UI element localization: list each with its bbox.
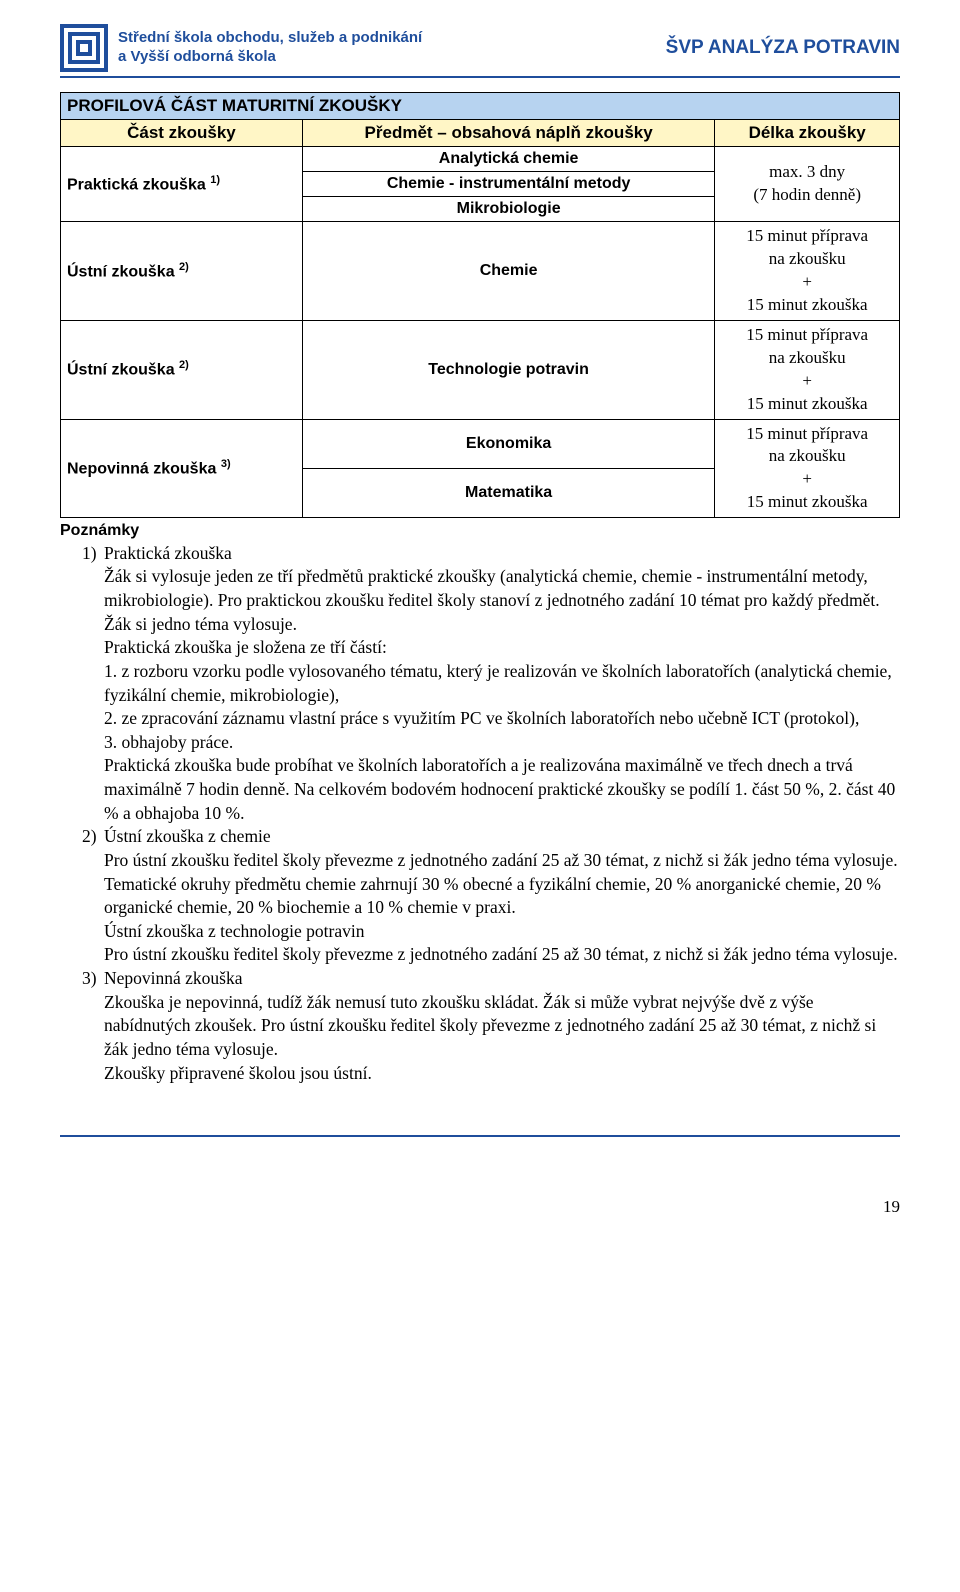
note-3-num: 3)	[82, 967, 104, 991]
cell-left-3: Ústní zkouška 2)	[61, 320, 303, 419]
exam-table: PROFILOVÁ ČÁST MATURITNÍ ZKOUŠKY Část zk…	[60, 92, 900, 518]
school-logo-icon	[60, 24, 108, 72]
note-1-num: 1)	[82, 542, 104, 566]
table-row: Ústní zkouška 2) Chemie 15 minut příprav…	[61, 222, 900, 321]
note-item-2: 2)Ústní zkouška z chemie Pro ústní zkouš…	[60, 825, 900, 967]
col-head-3: Délka zkoušky	[715, 120, 900, 147]
cell-left-2-sup: 2)	[179, 261, 189, 273]
col-head-1: Část zkoušky	[61, 120, 303, 147]
cell-mid-1a: Analytická chemie	[302, 147, 714, 172]
cell-left-2-text: Ústní zkouška	[67, 263, 179, 280]
table-row: Nepovinná zkouška 3) Ekonomika 15 minut …	[61, 419, 900, 468]
note-item-3: 3)Nepovinná zkouška Zkouška je nepovinná…	[60, 967, 900, 1085]
cell-right-2: 15 minut přípravana zkoušku+15 minut zko…	[715, 222, 900, 321]
notes-title: Poznámky	[60, 520, 900, 542]
table-row: Ústní zkouška 2) Technologie potravin 15…	[61, 320, 900, 419]
note-2-body: Pro ústní zkoušku ředitel školy převezme…	[104, 849, 900, 967]
doc-title: ŠVP ANALÝZA POTRAVIN	[666, 37, 900, 59]
note-3-lead: Nepovinná zkouška	[104, 968, 243, 988]
page-header: Střední škola obchodu, služeb a podnikán…	[60, 24, 900, 72]
header-left: Střední škola obchodu, služeb a podnikán…	[60, 24, 422, 72]
header-underline	[60, 76, 900, 78]
note-2-lead: Ústní zkouška z chemie	[104, 826, 271, 846]
cell-mid-2: Chemie	[302, 222, 714, 321]
cell-mid-4a: Ekonomika	[302, 419, 714, 468]
cell-left-2: Ústní zkouška 2)	[61, 222, 303, 321]
school-line1: Střední škola obchodu, služeb a podnikán…	[118, 29, 422, 48]
cell-mid-4b: Matematika	[302, 468, 714, 517]
school-line2: a Vyšší odborná škola	[118, 48, 422, 67]
notes-list: 1)Praktická zkouška Žák si vylosuje jede…	[60, 542, 900, 1085]
cell-left-4-text: Nepovinná zkouška	[67, 461, 221, 478]
cell-mid-3: Technologie potravin	[302, 320, 714, 419]
cell-left-1-sup: 1)	[210, 174, 220, 186]
cell-left-1: Praktická zkouška 1)	[61, 147, 303, 222]
cell-left-3-text: Ústní zkouška	[67, 362, 179, 379]
note-1-body: Žák si vylosuje jeden ze tří předmětů pr…	[104, 565, 900, 825]
table-title-row: PROFILOVÁ ČÁST MATURITNÍ ZKOUŠKY	[61, 93, 900, 120]
school-name: Střední škola obchodu, služeb a podnikán…	[118, 29, 422, 67]
cell-mid-1c: Mikrobiologie	[302, 197, 714, 222]
note-item-1: 1)Praktická zkouška Žák si vylosuje jede…	[60, 542, 900, 826]
table-head-row: Část zkoušky Předmět – obsahová náplň zk…	[61, 120, 900, 147]
note-1-lead: Praktická zkouška	[104, 543, 232, 563]
note-3-body: Zkouška je nepovinná, tudíž žák nemusí t…	[104, 991, 900, 1086]
table-title: PROFILOVÁ ČÁST MATURITNÍ ZKOUŠKY	[61, 93, 900, 120]
cell-mid-1b: Chemie - instrumentální metody	[302, 172, 714, 197]
page-number: 19	[60, 1197, 900, 1217]
col-head-2: Předmět – obsahová náplň zkoušky	[302, 120, 714, 147]
cell-left-4-sup: 3)	[221, 458, 231, 470]
note-2-num: 2)	[82, 825, 104, 849]
notes-section: Poznámky 1)Praktická zkouška Žák si vylo…	[60, 520, 900, 1085]
cell-left-1-text: Praktická zkouška	[67, 176, 210, 193]
cell-right-1: max. 3 dny(7 hodin denně)	[715, 147, 900, 222]
cell-right-3: 15 minut přípravana zkoušku+15 minut zko…	[715, 320, 900, 419]
cell-left-4: Nepovinná zkouška 3)	[61, 419, 303, 518]
footer-line	[60, 1135, 900, 1137]
cell-left-3-sup: 2)	[179, 359, 189, 371]
page-container: Střední škola obchodu, služeb a podnikán…	[0, 0, 960, 1257]
cell-right-4: 15 minut přípravana zkoušku+15 minut zko…	[715, 419, 900, 518]
table-row: Praktická zkouška 1) Analytická chemie m…	[61, 147, 900, 172]
